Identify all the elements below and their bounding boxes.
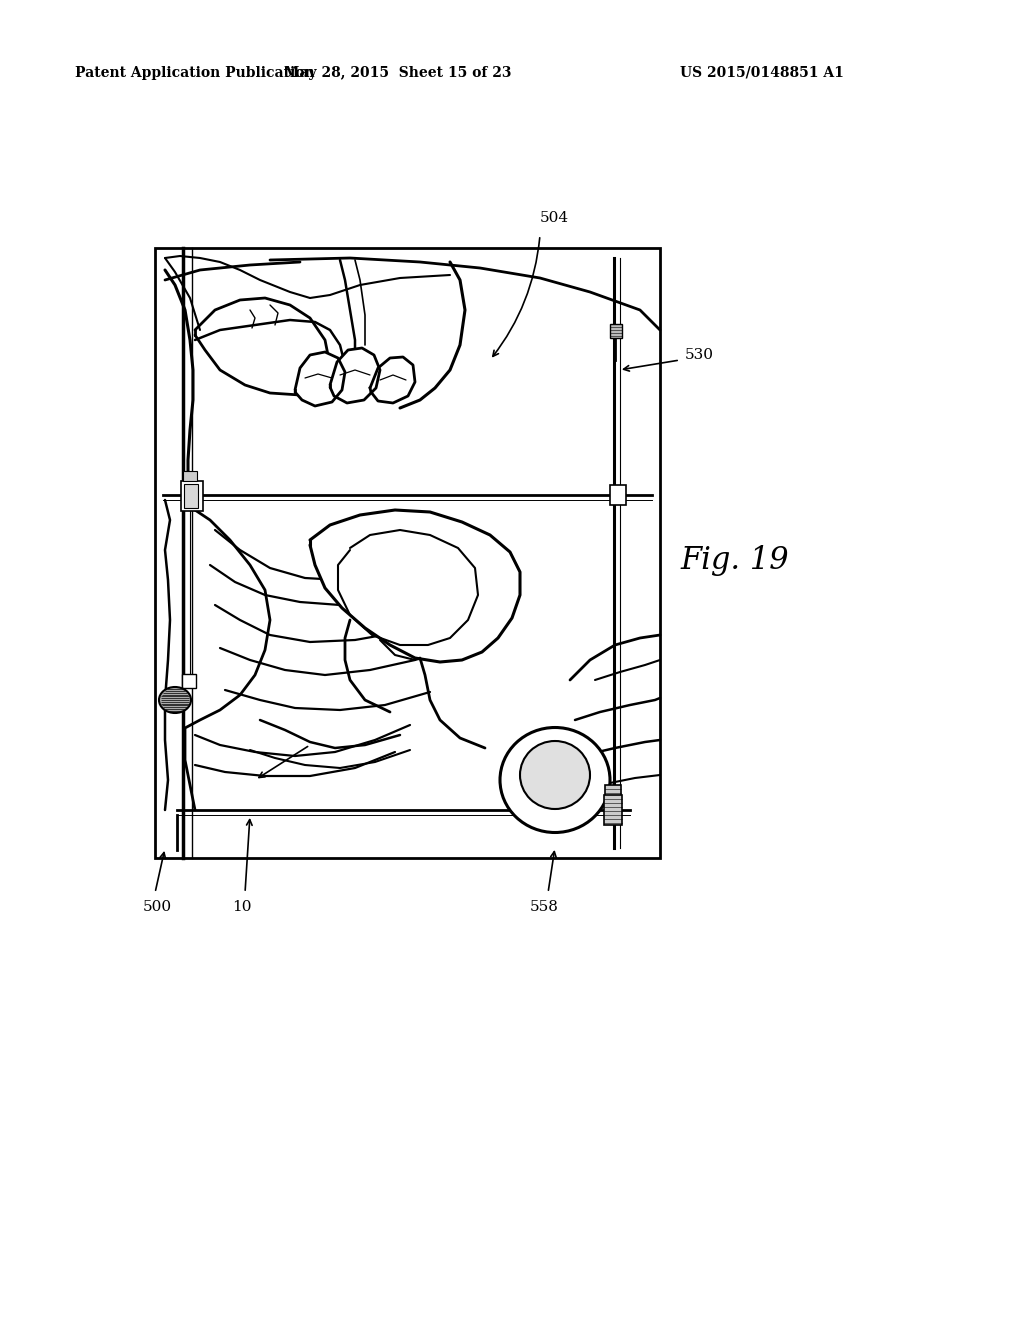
Ellipse shape (520, 741, 590, 809)
Polygon shape (195, 298, 330, 395)
Text: Patent Application Publication: Patent Application Publication (75, 66, 314, 81)
Text: 500: 500 (143, 900, 172, 913)
Bar (155, 248, 660, 858)
Ellipse shape (159, 686, 191, 713)
Text: 504: 504 (540, 211, 569, 224)
Polygon shape (330, 348, 380, 403)
Text: May 28, 2015  Sheet 15 of 23: May 28, 2015 Sheet 15 of 23 (285, 66, 512, 81)
Text: Fig. 19: Fig. 19 (680, 544, 788, 576)
Polygon shape (295, 352, 345, 407)
Bar (182, 675, 196, 688)
Text: US 2015/0148851 A1: US 2015/0148851 A1 (680, 66, 844, 81)
Bar (610, 323, 622, 338)
Text: 530: 530 (685, 348, 714, 362)
Bar (181, 480, 203, 511)
Text: 558: 558 (530, 900, 559, 913)
Bar (183, 471, 197, 480)
Text: 10: 10 (232, 900, 252, 913)
Ellipse shape (500, 727, 610, 833)
Bar (610, 484, 626, 506)
Bar (604, 795, 622, 825)
Bar (184, 484, 198, 508)
Polygon shape (310, 510, 520, 663)
Bar (605, 785, 621, 807)
Polygon shape (370, 356, 415, 403)
